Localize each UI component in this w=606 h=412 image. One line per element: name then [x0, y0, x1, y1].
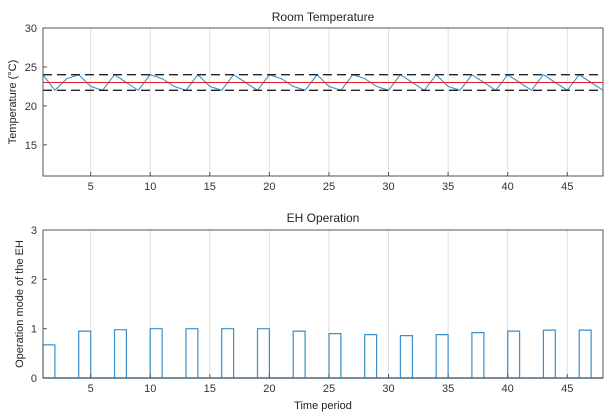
- x-tick-label: 10: [144, 383, 156, 395]
- tick-group: 5 10 15 20 25 30 35 40 45 15 20 25 30: [25, 23, 574, 193]
- series-group: [42, 328, 603, 379]
- bar: [435, 334, 449, 378]
- x-tick-label: 5: [88, 181, 94, 193]
- x-tick-label: 25: [323, 383, 335, 395]
- bar: [256, 328, 270, 378]
- y-tick-label: 3: [31, 225, 37, 237]
- bar: [578, 329, 592, 378]
- bar: [113, 329, 128, 378]
- y-tick-label: 25: [25, 62, 37, 74]
- x-tick-label: 35: [442, 383, 454, 395]
- chart-title: EH Operation: [287, 211, 360, 225]
- x-tick-label: 40: [502, 181, 514, 193]
- bar: [507, 330, 521, 378]
- y-tick-label: 30: [25, 23, 37, 35]
- x-tick-label: 45: [561, 383, 573, 395]
- plot-frame: [42, 27, 604, 177]
- x-tick-label: 40: [502, 383, 514, 395]
- bar: [185, 328, 199, 378]
- x-tick-label: 30: [382, 181, 394, 193]
- bar: [78, 330, 92, 378]
- x-tick-label: 30: [382, 383, 394, 395]
- x-tick-label: 35: [442, 181, 454, 193]
- x-tick-label: 20: [263, 383, 275, 395]
- eh-operation-chart: EH Operation Operation mode of the EH Ti…: [14, 211, 604, 412]
- tick-group: 5 10 15 20 25 30 35 40 45 0 1 2 3: [31, 225, 574, 395]
- x-tick-label: 5: [88, 383, 94, 395]
- chart-title: Room Temperature: [272, 10, 375, 24]
- bar: [364, 334, 378, 378]
- series-line-0: [42, 73, 604, 92]
- bar: [471, 332, 485, 378]
- x-tick-label: 45: [561, 181, 573, 193]
- y-axis-label: Operation mode of the EH: [14, 240, 26, 368]
- y-tick-label: 15: [25, 140, 37, 152]
- x-tick-label: 10: [144, 181, 156, 193]
- bar: [542, 329, 556, 378]
- y-tick-label: 1: [31, 324, 37, 336]
- x-tick-label: 15: [204, 383, 216, 395]
- bar: [221, 328, 235, 378]
- bar: [149, 328, 163, 378]
- bar: [292, 330, 306, 378]
- bar: [42, 344, 56, 378]
- y-tick-label: 2: [31, 274, 37, 286]
- x-tick-label: 15: [204, 181, 216, 193]
- plot-frame: [42, 229, 604, 379]
- x-tick-label: 20: [263, 181, 275, 193]
- room-temperature-chart: Room Temperature Temperature (°C) 5 10 15 2…: [7, 10, 604, 193]
- x-tick-label: 25: [323, 181, 335, 193]
- y-tick-label: 20: [25, 101, 37, 113]
- y-axis-label: Temperature (°C): [7, 60, 19, 144]
- x-axis-label: Time period: [294, 400, 352, 412]
- y-tick-label: 0: [31, 373, 37, 385]
- bar: [328, 333, 342, 378]
- series-group: [42, 73, 604, 92]
- bar: [399, 335, 413, 378]
- x-grid: [90, 28, 568, 176]
